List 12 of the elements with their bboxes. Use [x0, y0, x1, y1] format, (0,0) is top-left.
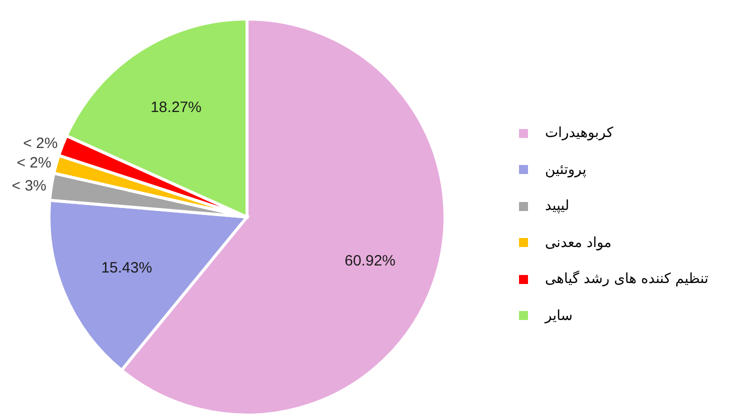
data-label: 15.43%	[101, 259, 152, 276]
legend-label: سایر	[545, 308, 573, 324]
legend-label: کربوهیدرات	[545, 125, 614, 142]
legend-label: تنظیم کننده های رشد گیاهی	[545, 271, 708, 288]
legend-label: پروتئین	[545, 162, 586, 178]
data-label: 60.92%	[344, 252, 396, 270]
legend-label: لیپید	[545, 198, 570, 214]
data-label: < 2%	[23, 135, 58, 152]
data-label: 18.27%	[150, 98, 202, 116]
data-label: < 2%	[16, 154, 52, 172]
legend-label: مواد معدنی	[545, 234, 612, 251]
data-label: < 3%	[12, 177, 46, 194]
